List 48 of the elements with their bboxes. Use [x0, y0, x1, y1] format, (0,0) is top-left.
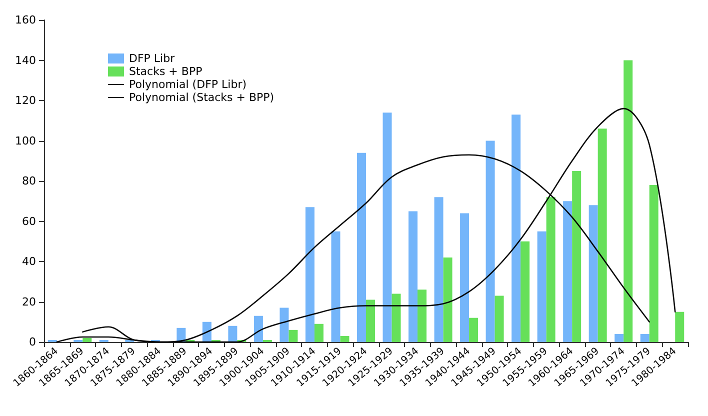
bar: [228, 326, 238, 342]
bar: [460, 213, 470, 342]
bar: [649, 185, 658, 342]
bar: [598, 128, 607, 342]
bar: [537, 231, 546, 342]
bar: [546, 197, 556, 342]
bar: [563, 201, 572, 342]
bar: [82, 338, 92, 342]
legend-label: Stacks + BPP: [129, 65, 203, 78]
bar: [675, 312, 684, 342]
bar: [469, 318, 478, 342]
bar: [624, 60, 633, 342]
bar: [382, 112, 392, 342]
bar: [588, 205, 598, 342]
bar: [486, 140, 495, 342]
y-tick-label: 40: [22, 255, 36, 268]
bar: [443, 257, 452, 342]
y-tick-label: 100: [15, 134, 36, 148]
bar: [314, 324, 324, 342]
legend-label: Polynomial (DFP Libr): [129, 78, 247, 91]
bar: [614, 334, 624, 342]
bar: [572, 170, 582, 342]
bar: [366, 300, 375, 342]
bar: [305, 207, 314, 342]
bar: [512, 114, 521, 342]
bar: [280, 308, 289, 342]
y-tick-label: 60: [22, 214, 36, 228]
y-tick-label: 140: [15, 54, 36, 67]
bar: [418, 290, 427, 342]
bar: [288, 330, 298, 342]
y-tick-label: 0: [29, 336, 36, 348]
bar: [494, 296, 504, 342]
bar: [392, 294, 401, 342]
y-tick-label: 120: [15, 94, 36, 107]
bar: [340, 336, 350, 342]
bar: [357, 152, 366, 342]
legend-label: DFP Libr: [129, 52, 176, 65]
bar: [520, 241, 530, 342]
bar: [434, 197, 444, 342]
y-tick-label: 160: [15, 14, 36, 26]
legend-label: Polynomial (Stacks + BPP): [129, 91, 274, 104]
y-tick-label: 20: [22, 295, 36, 308]
bar: [640, 334, 650, 342]
bar: [408, 211, 418, 342]
bar: [331, 231, 340, 342]
bar: [254, 316, 263, 342]
bar: [202, 322, 212, 342]
y-tick-label: 80: [22, 174, 36, 188]
